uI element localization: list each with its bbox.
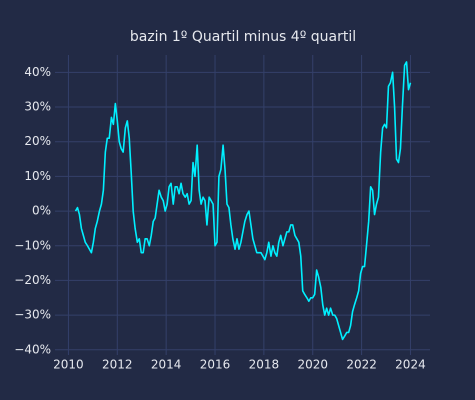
x-tick-label: 2016 bbox=[200, 358, 231, 372]
y-tick-label: 20% bbox=[24, 134, 51, 148]
y-tick-label: 0% bbox=[32, 204, 51, 218]
x-tick-label: 2024 bbox=[395, 358, 426, 372]
x-tick-label: 2022 bbox=[346, 358, 377, 372]
x-tick-label: 2012 bbox=[102, 358, 133, 372]
y-tick-label: −40% bbox=[14, 342, 51, 356]
y-tick-label: −10% bbox=[14, 238, 51, 252]
y-tick-label: −30% bbox=[14, 308, 51, 322]
data-line bbox=[74, 61, 412, 341]
x-tick-label: 2020 bbox=[297, 358, 328, 372]
x-tick-label: 2010 bbox=[53, 358, 84, 372]
x-tick-label: 2014 bbox=[151, 358, 182, 372]
chart-title: bazin 1º Quartil minus 4º quartil bbox=[130, 29, 356, 45]
x-tick-label: 2018 bbox=[249, 358, 280, 372]
y-tick-label: 40% bbox=[24, 65, 51, 79]
y-tick-label: 30% bbox=[24, 100, 51, 114]
y-tick-label: 10% bbox=[24, 169, 51, 183]
y-tick-label: −20% bbox=[14, 273, 51, 287]
